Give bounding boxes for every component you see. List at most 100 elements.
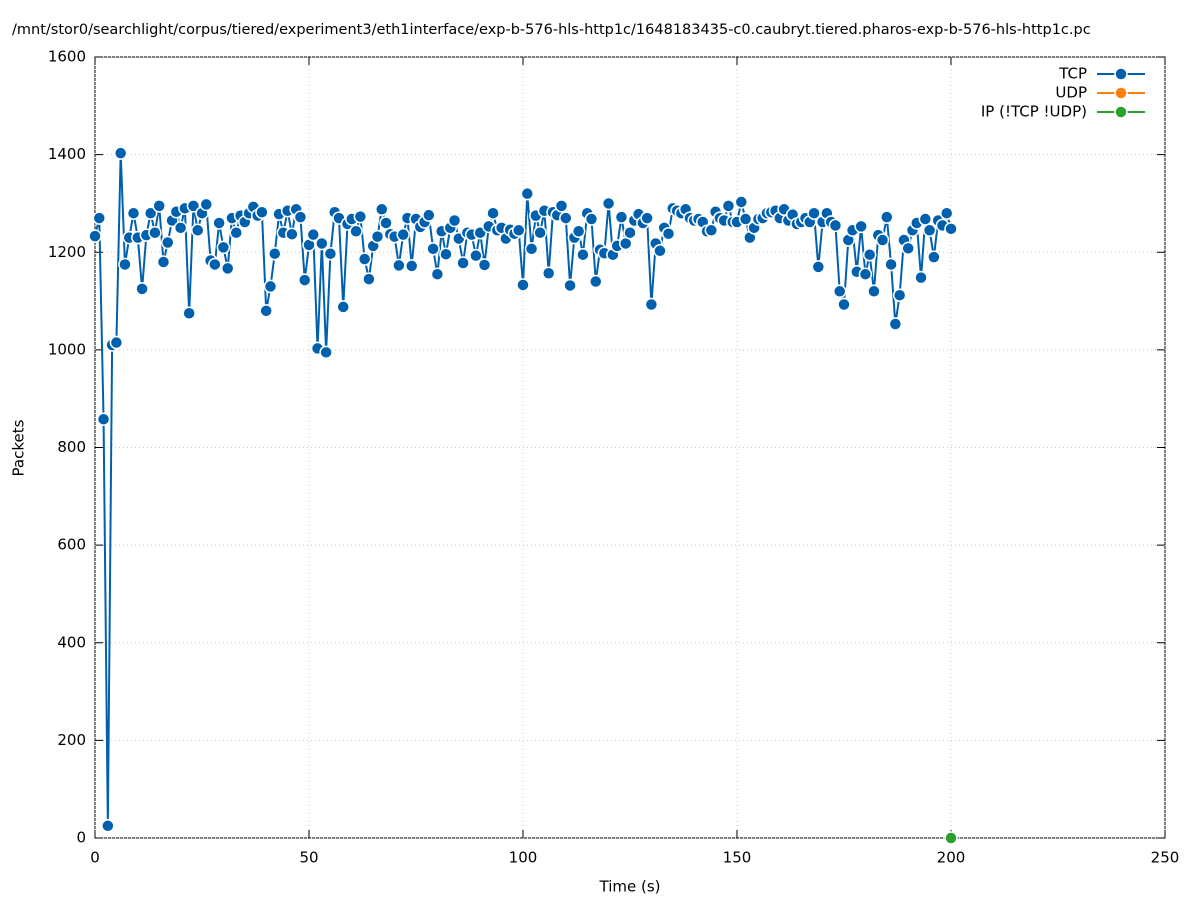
data-point	[370, 229, 385, 244]
data-point	[357, 252, 372, 266]
data-point	[661, 226, 676, 241]
data-point	[704, 223, 719, 238]
y-tick-label: 1400	[48, 145, 86, 163]
y-tick-label: 1200	[48, 243, 86, 261]
data-point	[533, 225, 547, 240]
x-tick-label: 150	[723, 849, 752, 867]
data-point	[944, 222, 958, 236]
data-point	[854, 219, 868, 234]
data-point	[807, 206, 821, 220]
data-point	[880, 210, 894, 224]
data-point	[511, 223, 526, 238]
data-point	[161, 235, 175, 250]
x-axis-label: Time (s)	[599, 878, 661, 896]
data-point	[268, 246, 282, 261]
data-point	[263, 279, 278, 294]
data-point	[614, 210, 629, 224]
data-point	[828, 218, 843, 233]
data-point	[477, 258, 492, 272]
data-point	[156, 255, 171, 269]
data-point	[516, 278, 530, 292]
y-tick-label: 1600	[48, 48, 86, 66]
data-point	[541, 266, 556, 280]
data-point	[811, 260, 826, 274]
y-tick-label: 800	[57, 438, 86, 456]
data-point	[186, 199, 201, 213]
data-point	[379, 216, 393, 230]
data-point	[135, 282, 149, 296]
data-point	[571, 224, 586, 239]
data-point	[190, 223, 205, 238]
data-point	[375, 202, 389, 217]
data-point	[353, 209, 368, 224]
data-point	[199, 197, 214, 212]
data-point	[208, 257, 222, 272]
data-point	[721, 199, 736, 213]
x-tick-label: 50	[299, 849, 318, 867]
data-point	[285, 227, 299, 241]
data-point	[259, 304, 273, 318]
data-point	[918, 212, 933, 226]
data-point	[576, 247, 590, 262]
data-point	[653, 244, 667, 258]
data-point	[884, 257, 898, 272]
data-point	[867, 284, 881, 299]
data-point	[143, 206, 158, 220]
data-point	[584, 212, 599, 226]
data-point	[944, 831, 958, 845]
data-point	[362, 272, 376, 286]
data-point	[623, 225, 637, 240]
y-axis-label: Packets	[10, 419, 28, 476]
data-point	[396, 227, 410, 242]
data-point	[349, 224, 363, 239]
x-tick-label: 250	[1151, 849, 1180, 867]
data-point	[888, 317, 903, 331]
data-point	[426, 242, 440, 256]
data-point	[323, 246, 338, 261]
data-point	[216, 240, 231, 255]
data-point	[220, 261, 235, 276]
data-point	[92, 211, 107, 225]
data-point	[901, 241, 915, 256]
data-point	[336, 300, 350, 314]
data-point	[297, 273, 312, 287]
x-tick-label: 100	[509, 849, 538, 867]
data-point	[88, 229, 102, 243]
data-point	[118, 257, 132, 272]
y-tick-label: 200	[57, 731, 86, 749]
data-point	[148, 225, 162, 240]
data-point	[486, 206, 500, 220]
data-point	[563, 278, 577, 293]
data-point	[439, 247, 453, 261]
data-point	[914, 270, 928, 285]
data-point	[524, 242, 539, 256]
data-point	[875, 233, 890, 247]
data-point	[392, 258, 406, 273]
y-tick-label: 0	[76, 829, 86, 847]
data-point	[862, 247, 877, 262]
data-point	[101, 819, 115, 833]
data-point	[554, 199, 569, 213]
data-point	[858, 267, 873, 281]
data-point	[644, 297, 659, 312]
x-tick-label: 0	[90, 849, 100, 867]
data-point	[640, 211, 654, 225]
data-point	[422, 208, 436, 222]
data-point	[306, 227, 321, 242]
x-tick-label: 200	[937, 849, 966, 867]
data-point	[152, 199, 166, 213]
data-point	[319, 345, 333, 360]
data-point	[589, 274, 603, 289]
legend-marker	[1114, 67, 1128, 81]
data-point	[922, 223, 937, 238]
data-point	[939, 206, 954, 220]
data-point	[456, 256, 470, 270]
legend-label: UDP	[1055, 84, 1087, 102]
y-tick-label: 600	[57, 536, 86, 554]
data-point	[109, 335, 124, 350]
data-point	[173, 221, 188, 235]
y-tick-label: 1000	[48, 340, 86, 358]
chart-title: /mnt/stor0/searchlight/corpus/tiered/exp…	[12, 22, 1091, 38]
data-point	[212, 216, 226, 230]
